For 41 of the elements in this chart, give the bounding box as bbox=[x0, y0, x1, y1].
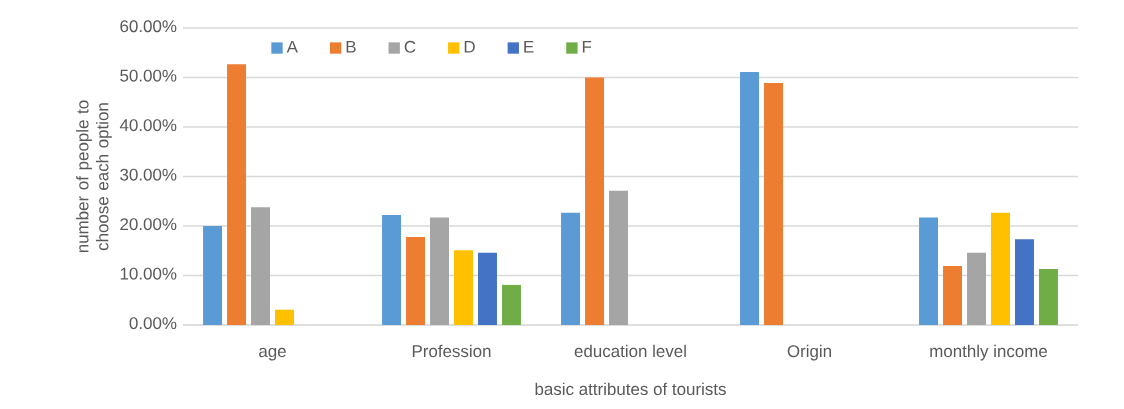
y-tick-label: 50.00% bbox=[120, 69, 177, 82]
legend-label: A bbox=[286, 40, 298, 53]
bar bbox=[740, 72, 760, 325]
y-tick-label: 20.00% bbox=[120, 218, 177, 231]
bar bbox=[251, 207, 270, 325]
y-axis-title: number of people to choose each option bbox=[76, 100, 112, 253]
bar bbox=[991, 212, 1010, 325]
legend-label: C bbox=[404, 40, 416, 53]
x-tick-label: Profession bbox=[412, 344, 491, 358]
bar bbox=[430, 217, 449, 325]
bar bbox=[943, 266, 963, 325]
bar bbox=[585, 77, 605, 325]
bar bbox=[501, 284, 521, 325]
x-axis-title: basic attributes of tourists bbox=[535, 382, 726, 396]
legend-label: B bbox=[346, 40, 356, 53]
legend-label: D bbox=[464, 40, 475, 53]
bar bbox=[203, 226, 223, 325]
bar bbox=[382, 215, 402, 325]
y-tick-label: 60.00% bbox=[120, 20, 177, 33]
bar bbox=[561, 212, 581, 325]
bar bbox=[967, 252, 986, 325]
x-tick-label: monthly income bbox=[930, 344, 1048, 361]
bar bbox=[1038, 269, 1058, 325]
bar bbox=[1014, 239, 1034, 325]
bar bbox=[919, 217, 939, 325]
y-tick-label: 10.00% bbox=[120, 267, 177, 280]
x-tick-label: education level bbox=[574, 344, 686, 358]
legend-label: E bbox=[524, 40, 534, 53]
bar bbox=[477, 252, 497, 325]
bar bbox=[609, 190, 628, 325]
bar bbox=[275, 309, 294, 325]
bar bbox=[454, 250, 473, 325]
legend-label: F bbox=[582, 40, 592, 53]
y-tick-label: 0.00% bbox=[129, 317, 177, 330]
bar bbox=[227, 64, 247, 325]
bar bbox=[406, 236, 426, 325]
x-tick-label: Origin bbox=[787, 344, 831, 361]
x-tick-label: age bbox=[259, 347, 286, 361]
y-tick-label: 30.00% bbox=[120, 168, 177, 181]
y-tick-label: 40.00% bbox=[119, 119, 177, 132]
bar bbox=[764, 82, 784, 325]
